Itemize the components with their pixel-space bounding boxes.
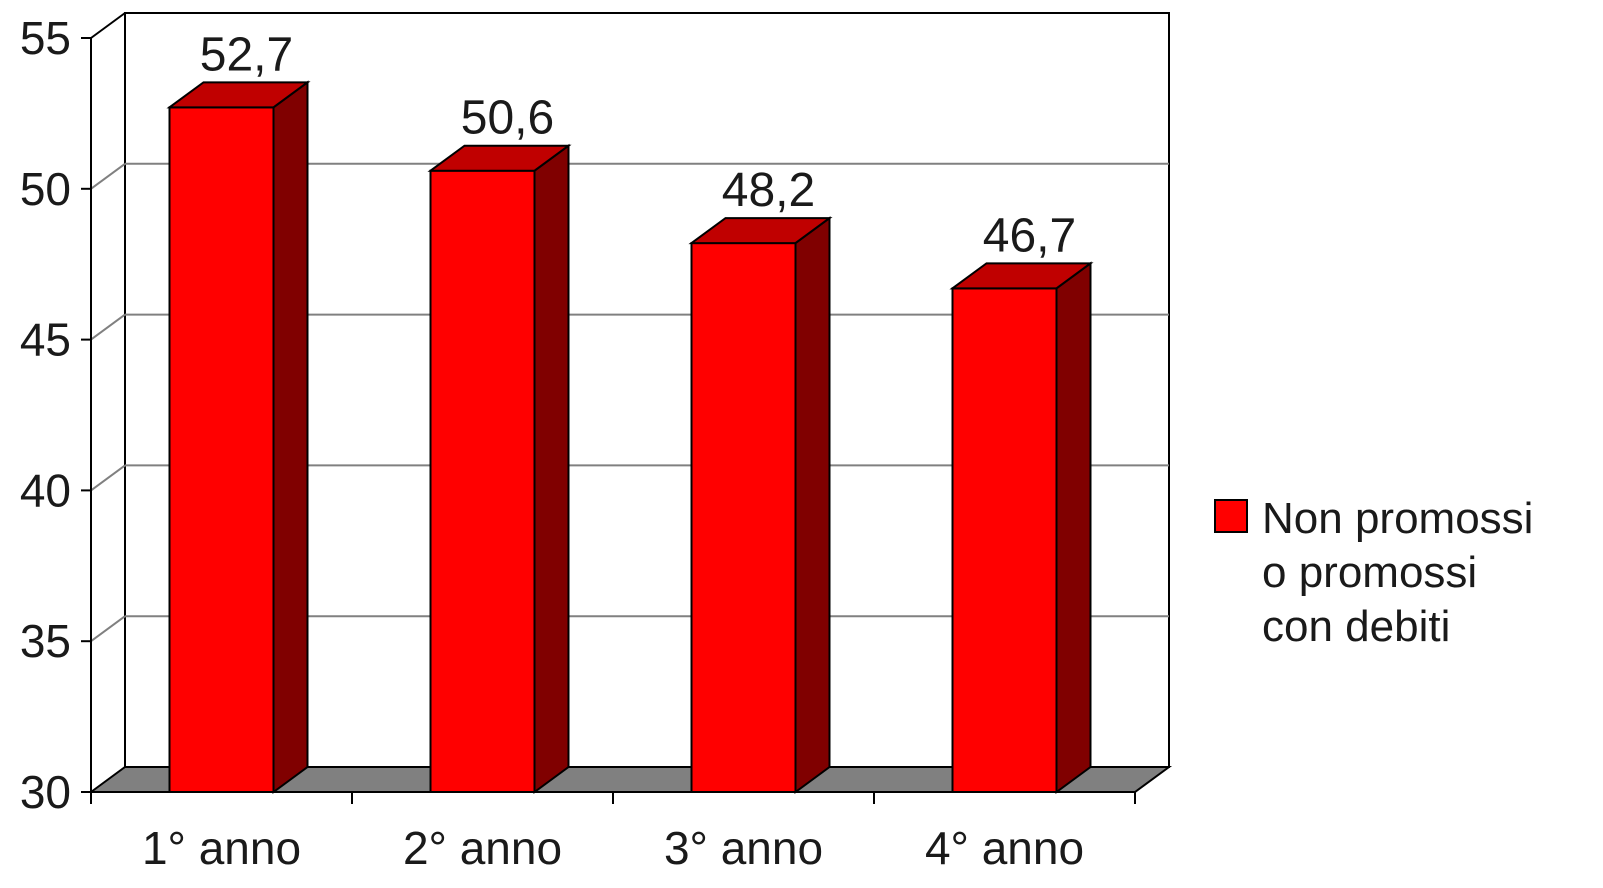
- data-label: 52,7: [200, 28, 293, 81]
- legend-label: Non promossi o promossi con debiti: [1262, 494, 1533, 651]
- legend-line: con debiti: [1262, 602, 1450, 651]
- gridline-side: [90, 313, 126, 341]
- axes: [81, 37, 1136, 804]
- y-axis-tick-labels: 30 35 40 45 50 55: [20, 12, 71, 818]
- y-tick-label: 30: [20, 766, 71, 818]
- bar-front: [168, 106, 275, 794]
- legend-line: Non promossi: [1262, 494, 1533, 543]
- bar-side: [1055, 261, 1092, 794]
- bar: [427, 143, 572, 794]
- data-label: 50,6: [461, 92, 554, 145]
- y-tick-label: 35: [20, 615, 71, 667]
- x-tick-label: 3° anno: [664, 822, 823, 874]
- data-labels: 52,7 50,6 48,2 46,7: [200, 28, 1076, 262]
- legend-line: o promossi: [1262, 548, 1477, 597]
- bar: [949, 261, 1094, 794]
- bar-top: [949, 262, 1094, 290]
- y-tick-label: 40: [20, 464, 71, 516]
- legend-swatch: [1214, 499, 1248, 533]
- data-label: 48,2: [722, 164, 815, 217]
- y-tick-label: 55: [20, 12, 71, 64]
- bar: [166, 80, 311, 794]
- bar-top: [166, 81, 311, 109]
- x-tick-label: 4° anno: [925, 822, 1084, 874]
- bar-side: [533, 143, 570, 794]
- x-tick-label: 2° anno: [403, 822, 562, 874]
- legend: Non promossi o promossi con debiti: [1214, 494, 1533, 651]
- bar-front: [429, 169, 536, 794]
- side-wall-top-edge: [90, 12, 126, 39]
- y-tick-label: 50: [20, 163, 71, 215]
- gridline-side: [90, 615, 126, 643]
- data-label: 46,7: [983, 209, 1076, 262]
- x-tick-label: 1° anno: [142, 822, 301, 874]
- bars: [166, 80, 1094, 794]
- bar-top: [427, 144, 572, 172]
- bar-front: [951, 287, 1058, 793]
- y-tick-label: 45: [20, 314, 71, 366]
- bar-side: [794, 216, 831, 794]
- bar-side: [272, 80, 309, 794]
- gridline-side: [90, 162, 126, 190]
- gridline-side: [90, 464, 126, 492]
- bar-front: [690, 242, 797, 793]
- bar: [688, 216, 833, 794]
- x-axis-tick-labels: 1° anno 2° anno 3° anno 4° anno: [142, 822, 1084, 874]
- bar-top: [688, 217, 833, 245]
